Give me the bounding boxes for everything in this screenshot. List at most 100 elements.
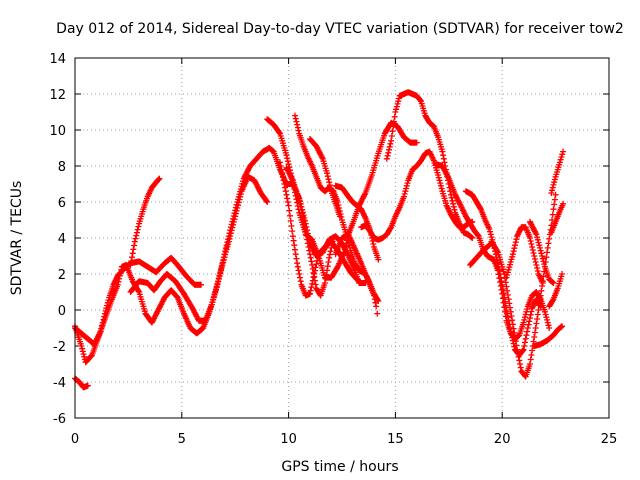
data-point <box>393 103 400 110</box>
data-point <box>215 275 222 282</box>
data-point <box>557 156 564 163</box>
series-track-18 <box>503 224 546 286</box>
data-point <box>284 199 291 205</box>
data-point <box>325 176 332 183</box>
data-point <box>276 129 283 136</box>
data-point <box>523 332 530 339</box>
data-point <box>233 201 240 208</box>
data-point <box>282 188 289 195</box>
data-point <box>441 159 448 166</box>
data-point <box>296 271 303 277</box>
data-point <box>284 155 291 162</box>
data-point <box>80 351 87 358</box>
data-point <box>404 180 411 187</box>
data-point <box>297 203 304 210</box>
data-point <box>370 241 377 247</box>
data-point <box>400 193 407 200</box>
data-point <box>534 236 541 243</box>
data-point <box>292 251 299 258</box>
data-point <box>551 176 558 183</box>
data-points <box>72 89 567 391</box>
data-point <box>294 124 301 131</box>
data-point <box>304 240 311 247</box>
data-point <box>118 266 125 273</box>
data-point <box>510 325 517 332</box>
x-tick-label: 5 <box>178 432 186 447</box>
data-point <box>526 361 533 367</box>
data-point <box>524 328 531 335</box>
data-point <box>217 266 224 273</box>
data-point <box>514 350 521 357</box>
series-track-20 <box>467 242 493 268</box>
data-point <box>510 248 517 255</box>
data-point <box>304 236 311 243</box>
y-tick-labels: -6 -4 -2 0 2 4 6 8 10 12 14 <box>49 52 66 427</box>
data-point <box>227 227 234 234</box>
series-track-14 <box>383 89 476 241</box>
data-point <box>507 308 514 315</box>
data-point <box>544 244 551 251</box>
data-point <box>542 311 549 318</box>
data-point <box>524 325 531 331</box>
data-point <box>521 343 528 349</box>
series-track-12 <box>332 231 381 317</box>
data-point <box>79 348 86 355</box>
data-point <box>300 217 307 223</box>
data-point <box>511 245 518 252</box>
x-tick-label: 15 <box>387 432 404 447</box>
data-point <box>512 334 519 340</box>
data-point <box>291 242 298 249</box>
data-point <box>293 255 300 262</box>
series-track-16 <box>462 188 544 358</box>
data-point <box>220 257 227 264</box>
data-point <box>327 248 334 255</box>
data-point <box>385 146 392 153</box>
data-point <box>323 271 330 278</box>
data-point <box>292 115 299 122</box>
data-point <box>303 232 310 239</box>
data-point <box>299 213 306 220</box>
data-point <box>131 238 138 245</box>
data-point <box>329 241 336 248</box>
data-point <box>486 226 493 232</box>
data-point <box>549 187 556 194</box>
data-point <box>534 268 541 274</box>
data-point <box>280 177 287 184</box>
data-point <box>503 283 510 290</box>
data-point <box>264 199 271 205</box>
data-point <box>282 184 289 191</box>
data-point <box>520 346 527 353</box>
data-point <box>533 231 540 238</box>
data-point <box>284 158 291 165</box>
data-point <box>552 191 559 198</box>
data-point <box>390 118 397 125</box>
data-point <box>526 315 533 322</box>
data-point <box>506 300 513 307</box>
data-point <box>556 159 563 166</box>
data-point <box>538 250 545 257</box>
data-point <box>531 334 538 340</box>
data-point <box>314 254 321 261</box>
data-point <box>326 254 333 261</box>
data-point <box>449 197 456 204</box>
data-point <box>224 239 231 246</box>
data-point <box>386 143 393 150</box>
data-point <box>521 316 528 323</box>
data-point <box>517 361 523 367</box>
data-point <box>134 226 141 233</box>
data-point <box>307 287 314 294</box>
data-point <box>524 306 531 313</box>
data-point <box>155 176 162 183</box>
data-point <box>504 314 511 321</box>
data-point <box>373 303 380 310</box>
data-point <box>358 280 365 286</box>
data-point <box>529 347 536 354</box>
series-track-10 <box>306 136 343 220</box>
data-point <box>527 311 534 318</box>
data-point <box>287 217 294 224</box>
data-point <box>513 236 520 243</box>
data-point <box>536 302 543 309</box>
data-point <box>544 249 551 256</box>
series-track-21 <box>548 148 567 196</box>
